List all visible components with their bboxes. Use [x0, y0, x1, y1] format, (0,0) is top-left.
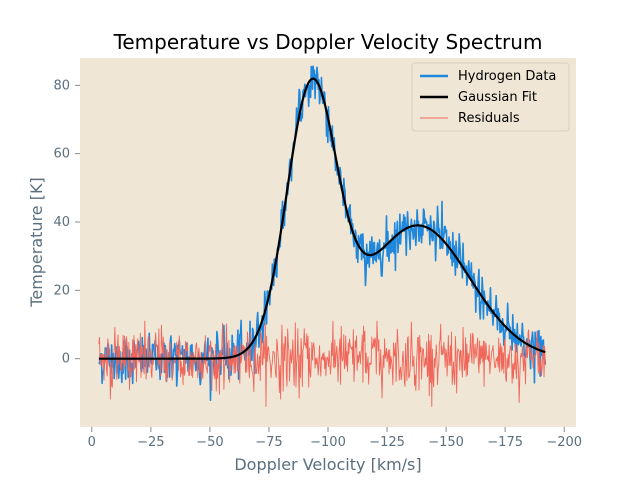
x-tick-label: −175: [487, 435, 523, 450]
series-line-gaussian-fit: [98, 77, 546, 360]
x-tick-label: −25: [137, 435, 164, 450]
legend-label-residuals: Residuals: [458, 111, 520, 126]
x-tick-label: −50: [196, 435, 223, 450]
y-tick-label: 80: [53, 78, 70, 93]
chart-title: Temperature vs Doppler Velocity Spectrum: [113, 30, 543, 54]
y-axis-title: Temperature [K]: [27, 177, 46, 307]
legend-label-hydrogen: Hydrogen Data: [458, 69, 556, 84]
data-layer: [98, 65, 547, 407]
y-tick-label: 0: [62, 352, 70, 367]
series-line-residuals: [98, 320, 546, 407]
x-tick-label: −200: [546, 435, 582, 450]
x-tick-label: −150: [428, 435, 464, 450]
y-tick-label: 40: [53, 215, 70, 230]
x-tick-label: −100: [310, 435, 346, 450]
y-tick-label: 60: [53, 147, 70, 162]
x-tick-label: 0: [88, 435, 96, 450]
legend-label-gaussian-fit: Gaussian Fit: [458, 90, 537, 105]
x-axis-title: Doppler Velocity [km/s]: [234, 455, 421, 474]
axes-layer: 0 −25 −50 −75 −100 −125 −150 −175 −200 0 20 40 60 80: [53, 78, 582, 450]
x-tick-label: −75: [255, 435, 282, 450]
legend-box: [411, 62, 570, 132]
legend: Hydrogen Data Gaussian Fit Residuals: [411, 62, 570, 132]
x-tick-label: −125: [369, 435, 405, 450]
y-tick-label: 20: [53, 283, 70, 298]
